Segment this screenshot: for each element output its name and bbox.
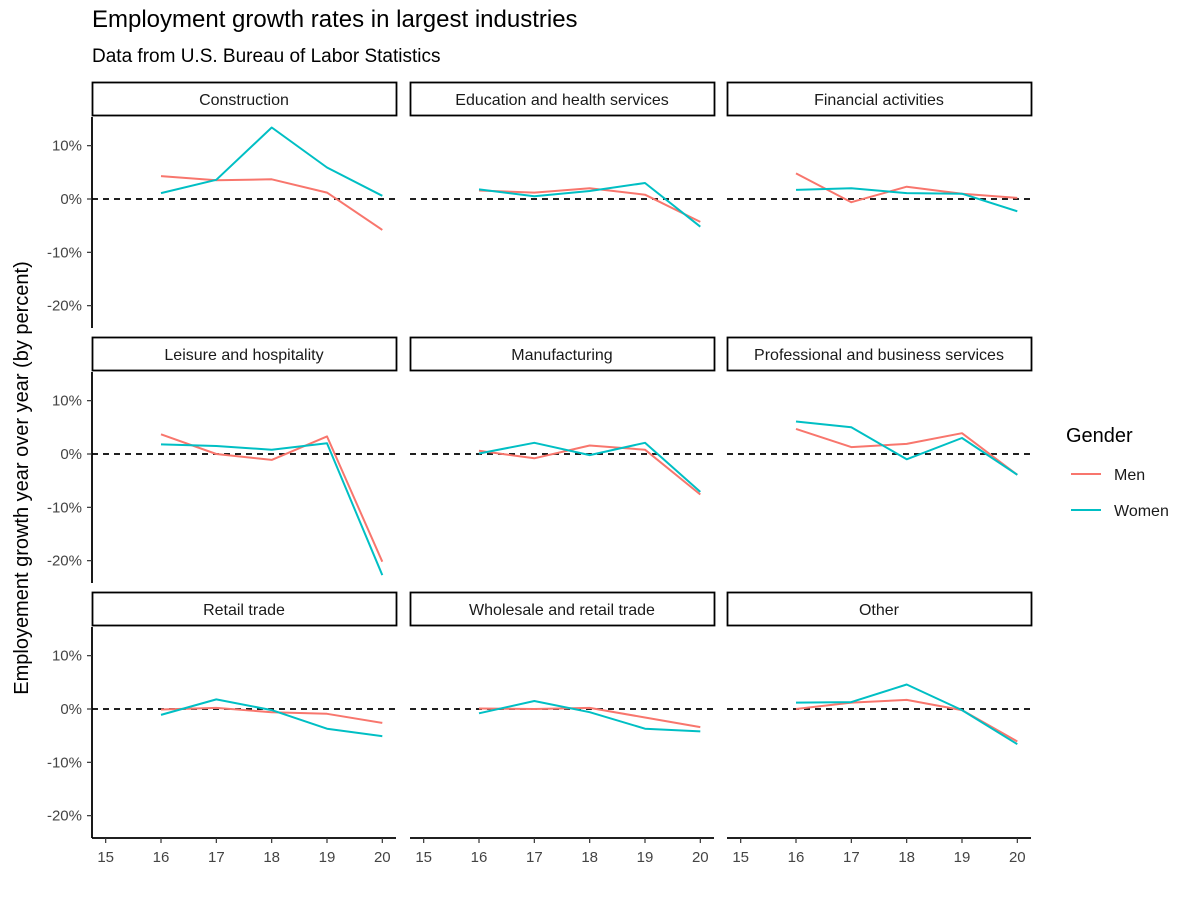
y-tick-label: 0%: [60, 191, 82, 208]
legend-label-women: Women: [1114, 503, 1169, 520]
facet-label-education-and-health-services: Education and health services: [455, 92, 668, 109]
x-tick-label: 20: [692, 849, 709, 866]
facet-label-leisure-and-hospitality: Leisure and hospitality: [164, 347, 323, 364]
x-tick-label: 19: [954, 849, 971, 866]
y-tick-label: 10%: [52, 138, 82, 155]
x-tick-label: 16: [153, 849, 170, 866]
facet-label-retail-trade: Retail trade: [203, 602, 285, 619]
series-line-men-professional-and-business-services: [795, 427, 1018, 476]
facet-label-other: Other: [859, 602, 900, 619]
y-tick-label: 0%: [60, 701, 82, 718]
x-tick-label: 15: [415, 849, 432, 866]
series-line-men-other: [795, 698, 1018, 743]
facet-strip-other: [726, 591, 1033, 627]
x-tick-label: 19: [637, 849, 654, 866]
series-line-women-education-and-health-services: [478, 182, 701, 228]
x-tick-label: 16: [788, 849, 805, 866]
x-tick-label: 20: [374, 849, 391, 866]
facet-strip-construction: [91, 81, 398, 117]
series-line-women-wholesale-and-retail-trade: [478, 700, 701, 733]
facet-strip-manufacturing: [409, 336, 716, 372]
series-line-men-manufacturing: [478, 444, 701, 496]
y-tick-label: 0%: [60, 446, 82, 463]
y-tick-label: -20%: [47, 553, 82, 570]
facet-strip-wholesale-and-retail-trade: [409, 591, 716, 627]
facet-label-professional-and-business-services: Professional and business services: [754, 347, 1004, 364]
series-line-men-retail-trade: [160, 706, 383, 724]
legend-title: Gender: [1066, 425, 1133, 447]
facet-strip-education-and-health-services: [409, 81, 716, 117]
series-line-women-other: [795, 683, 1018, 746]
series-line-men-leisure-and-hospitality: [160, 433, 384, 563]
y-tick-label: -20%: [47, 808, 82, 825]
series-line-men-construction: [160, 175, 383, 231]
series-line-women-retail-trade: [160, 698, 383, 738]
facet-strip-financial-activities: [726, 81, 1033, 117]
facet-strip-leisure-and-hospitality: [91, 336, 398, 372]
series-line-women-professional-and-business-services: [795, 420, 1018, 476]
y-tick-label: -10%: [47, 499, 82, 516]
x-tick-label: 18: [898, 849, 915, 866]
facet-strip-professional-and-business-services: [726, 336, 1033, 372]
x-tick-label: 15: [97, 849, 114, 866]
y-tick-label: 10%: [52, 648, 82, 665]
x-tick-label: 15: [732, 849, 749, 866]
x-tick-label: 19: [319, 849, 336, 866]
facet-strip-retail-trade: [91, 591, 398, 627]
series-line-men-wholesale-and-retail-trade: [478, 706, 701, 729]
x-tick-label: 16: [471, 849, 488, 866]
series-line-men-financial-activities: [795, 172, 1018, 204]
legend-label-men: Men: [1114, 467, 1145, 484]
series-line-women-financial-activities: [795, 187, 1018, 213]
x-tick-label: 17: [526, 849, 543, 866]
y-tick-label: -10%: [47, 754, 82, 771]
series-line-men-education-and-health-services: [478, 187, 701, 223]
facet-label-wholesale-and-retail-trade: Wholesale and retail trade: [469, 602, 655, 619]
x-tick-label: 17: [208, 849, 225, 866]
series-line-women-manufacturing: [478, 441, 701, 493]
x-tick-label: 18: [263, 849, 280, 866]
facet-label-manufacturing: Manufacturing: [511, 347, 612, 364]
series-line-women-leisure-and-hospitality: [160, 442, 384, 576]
x-tick-label: 18: [581, 849, 598, 866]
x-tick-label: 20: [1009, 849, 1026, 866]
y-tick-label: -10%: [47, 244, 82, 261]
chart-subtitle: Data from U.S. Bureau of Labor Statistic…: [92, 46, 441, 67]
chart-title: Employment growth rates in largest indus…: [92, 6, 578, 33]
x-tick-label: 17: [843, 849, 860, 866]
y-tick-label: -20%: [47, 298, 82, 315]
series-line-women-construction: [160, 126, 383, 197]
facet-label-financial-activities: Financial activities: [814, 92, 944, 109]
facet-label-construction: Construction: [199, 92, 289, 109]
y-axis-title: Employement growth year over year (by pe…: [11, 261, 33, 695]
y-tick-label: 10%: [52, 393, 82, 410]
